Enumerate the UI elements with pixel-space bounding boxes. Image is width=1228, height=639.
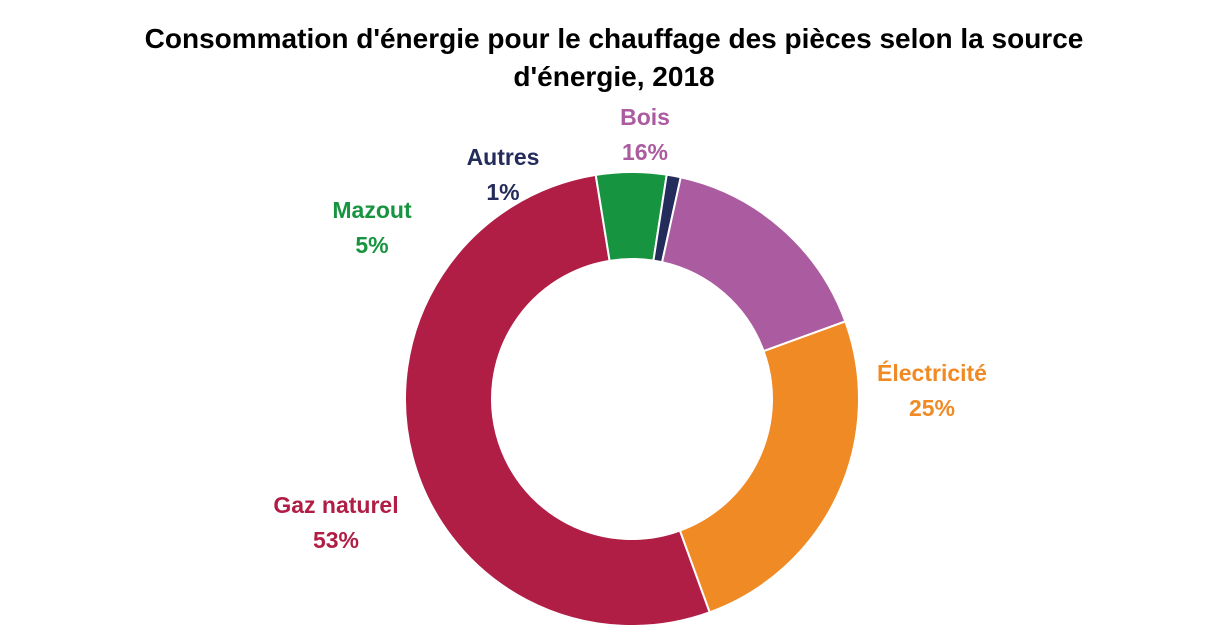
slice-value-autres: 1%	[486, 179, 519, 205]
chart-title: Consommation d'énergie pour le chauffage…	[0, 20, 1228, 96]
slice-value-bois: 16%	[622, 139, 668, 165]
slice-value-gaz-naturel: 53%	[313, 527, 359, 553]
slice-gaz-naturel	[404, 173, 711, 627]
slice-value-mazout: 5%	[355, 232, 388, 258]
chart-title-line-2: d'énergie, 2018	[513, 61, 715, 92]
slice-label-mazout: Mazout	[332, 197, 412, 223]
slice-label-autres: Autres	[467, 144, 540, 170]
slice-electricite	[678, 320, 860, 614]
chart-title-line-1: Consommation d'énergie pour le chauffage…	[144, 23, 1084, 54]
slice-value-electricite: 25%	[909, 395, 955, 421]
slice-label-electricite: Électricité	[877, 359, 987, 386]
slice-label-bois: Bois	[620, 104, 670, 130]
slice-bois	[660, 176, 847, 353]
slice-label-gaz-naturel: Gaz naturel	[273, 492, 398, 518]
